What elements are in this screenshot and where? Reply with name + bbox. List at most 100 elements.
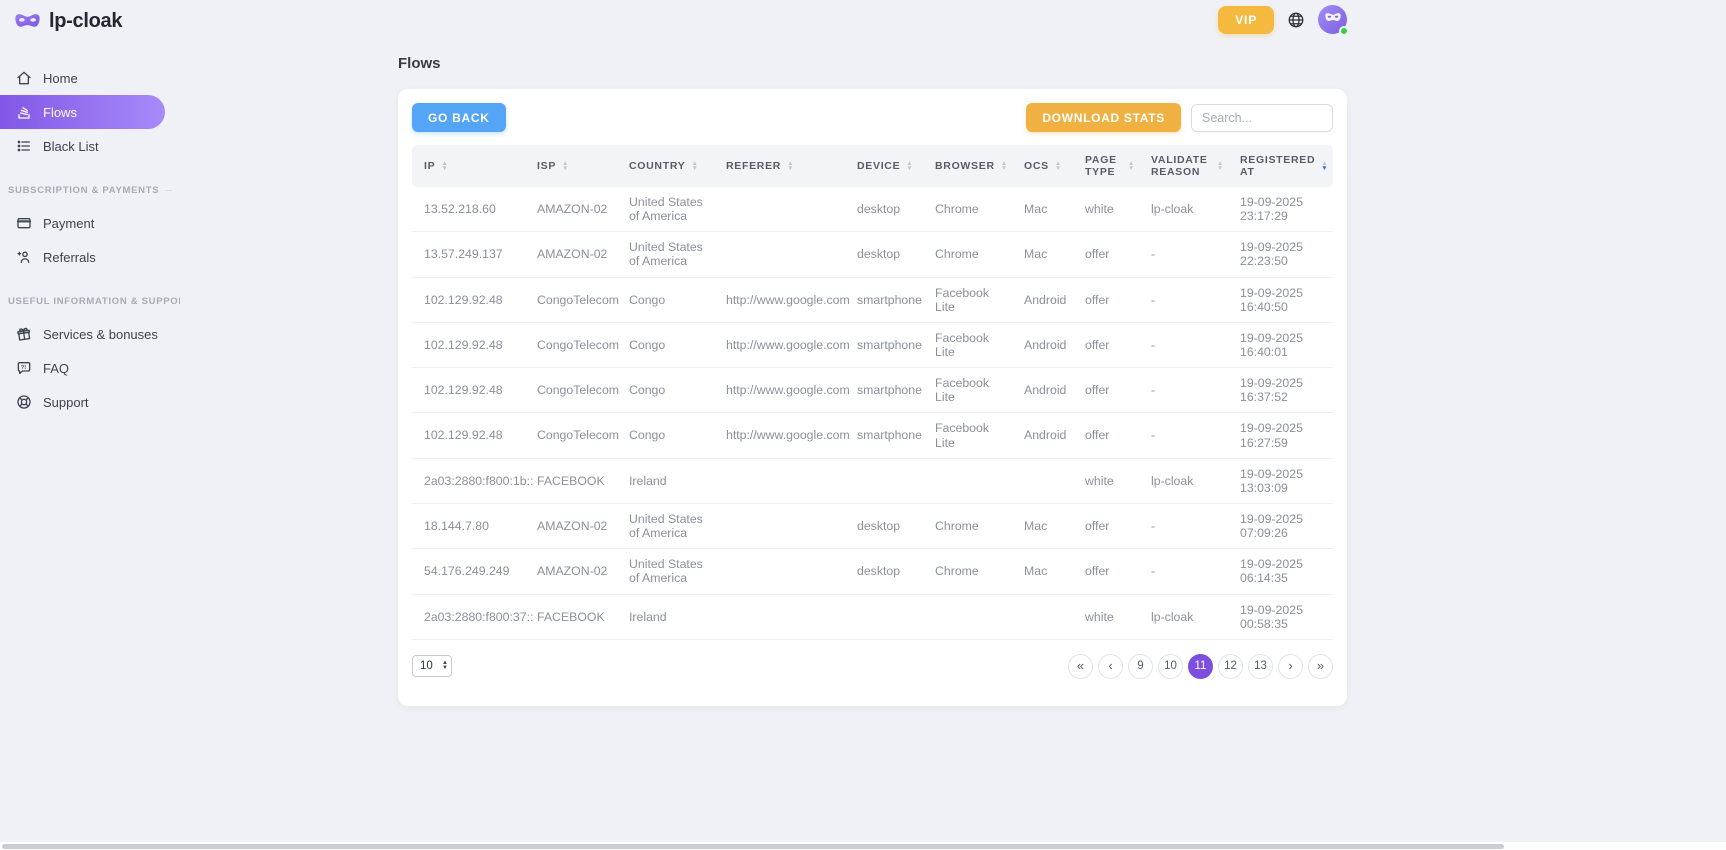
cell-referer (718, 458, 849, 504)
gift-icon (15, 326, 32, 343)
sidebar-item-label: Services & bonuses (43, 326, 158, 342)
pagination-page-9[interactable]: 9 (1128, 653, 1153, 679)
sidebar-item-flows[interactable]: Flows (0, 95, 165, 129)
pagination-next-button[interactable]: › (1278, 653, 1303, 679)
sidebar-item-services-bonuses[interactable]: Services & bonuses (0, 317, 180, 351)
cell-country: Congo (621, 412, 718, 459)
svg-text:?!: ?! (20, 365, 25, 371)
sidebar-item-label: Flows (43, 104, 77, 120)
sidebar-section-label: SUBSCRIPTION & PAYMENTS (8, 185, 180, 196)
table-footer: 10 ▲ ▼ «‹ 9 10 11 12 13 ›» (412, 653, 1333, 679)
cell-country: United States of America (621, 503, 718, 550)
sidebar-item-support[interactable]: Support (0, 385, 180, 419)
column-header-ip[interactable]: IP ▲ ▼ (412, 145, 529, 187)
cell-referer (718, 594, 849, 640)
cell-page_type: offer (1077, 367, 1143, 414)
flows-card: GO BACK DOWNLOAD STATS IP ▲▼ ISP ▲▼ COUNTRY ▲… (398, 89, 1347, 706)
cell-isp: CongoTelecom (529, 277, 621, 323)
cell-referer: http://www.google.com/ (718, 367, 849, 414)
cell-referer (718, 548, 849, 595)
column-header-referer[interactable]: REFERER ▲ ▼ (718, 145, 849, 187)
cell-referer: http://www.google.com/ (718, 412, 849, 459)
pagination-prev-button[interactable]: ‹ (1098, 653, 1123, 679)
cell-isp: AMAZON-02 (529, 231, 621, 278)
sort-arrows-icon: ▲ ▼ (691, 160, 699, 172)
cell-browser: Facebook Lite (927, 322, 1016, 369)
language-globe-icon[interactable] (1287, 11, 1305, 29)
cell-ip: 102.129.92.48 (412, 367, 529, 414)
cell-registered_at: 19-09-2025 16:37:52 (1232, 367, 1333, 414)
pagination-last-button[interactable]: » (1308, 653, 1333, 679)
cell-ip: 2a03:2880:f800:37:: (412, 594, 533, 640)
cell-ocs: Mac (1016, 231, 1077, 278)
table-row: 13.57.249.137 AMAZON-02 United States of A… (412, 231, 1333, 278)
table-row: 2a03:2880:f800:1b:: FACEBOOK Ireland white l… (412, 458, 1333, 504)
cell-page_type: offer (1077, 277, 1143, 323)
cell-registered_at: 19-09-2025 07:09:26 (1232, 503, 1333, 550)
faq-icon: ?! (15, 360, 32, 377)
cell-country: United States of America (621, 548, 718, 595)
table-row: 102.129.92.48 CongoTelecom Congo http://www… (412, 322, 1333, 369)
pagination-page-10[interactable]: 10 (1158, 653, 1183, 679)
cell-validate_reason: - (1143, 412, 1232, 459)
user-avatar[interactable] (1318, 5, 1349, 36)
sort-arrows-icon: ▲ ▼ (906, 160, 914, 172)
column-label: DEVICE (857, 160, 901, 172)
lifebuoy-icon (15, 394, 32, 411)
table-row: 102.129.92.48 CongoTelecom Congo http://www… (412, 277, 1333, 323)
page-size-select[interactable]: 10 (412, 655, 452, 678)
column-header-validate_reason[interactable]: VALIDATE REASON ▲ ▼ (1143, 145, 1232, 187)
sidebar-item-label: Home (43, 70, 78, 86)
sidebar-nav: Home Flows Black List SUBSCRIPTION & PAYMEN… (0, 61, 180, 419)
sidebar-item-label: Support (43, 394, 89, 410)
search-input[interactable] (1191, 103, 1333, 132)
cell-validate_reason: lp-cloak (1143, 458, 1232, 504)
column-header-country[interactable]: COUNTRY ▲ ▼ (621, 145, 718, 187)
logo[interactable]: lp-cloak (0, 10, 180, 33)
cell-device: desktop (849, 503, 927, 550)
pagination-page-13[interactable]: 13 (1248, 653, 1273, 679)
cell-page_type: offer (1077, 548, 1143, 595)
cell-page_type: white (1077, 187, 1143, 233)
pagination-page-11[interactable]: 11 (1188, 653, 1213, 679)
column-header-ocs[interactable]: OCS ▲ ▼ (1016, 145, 1077, 187)
column-header-device[interactable]: DEVICE ▲ ▼ (849, 145, 927, 187)
cell-ip: 102.129.92.48 (412, 322, 529, 369)
column-header-isp[interactable]: ISP ▲ ▼ (529, 145, 621, 187)
sidebar-item-home[interactable]: Home (0, 61, 180, 95)
sidebar-item-referrals[interactable]: Referrals (0, 240, 180, 274)
go-back-button[interactable]: GO BACK (412, 103, 506, 132)
horizontal-scrollbar-thumb[interactable] (2, 844, 1504, 849)
column-header-browser[interactable]: BROWSER ▲ ▼ (927, 145, 1016, 187)
pagination: «‹ 9 10 11 12 13 ›» (1068, 653, 1333, 679)
cell-page_type: white (1077, 458, 1143, 504)
sort-arrows-icon: ▲ ▼ (1054, 160, 1062, 172)
sidebar-item-black-list[interactable]: Black List (0, 129, 180, 163)
black-list-icon (15, 138, 32, 155)
cell-isp: CongoTelecom (529, 412, 621, 459)
column-header-page_type[interactable]: PAGE TYPE ▲ ▼ (1077, 145, 1143, 187)
logo-mask-icon (14, 13, 41, 31)
download-stats-button[interactable]: DOWNLOAD STATS (1026, 103, 1181, 132)
page-title: Flows (398, 55, 441, 72)
pagination-page-12[interactable]: 12 (1218, 653, 1243, 679)
cell-device (849, 594, 927, 640)
cell-validate_reason: - (1143, 503, 1232, 550)
sidebar-item-label: Payment (43, 215, 95, 231)
sidebar-item-faq[interactable]: ?! FAQ (0, 351, 180, 385)
cell-device: desktop (849, 187, 927, 233)
cell-validate_reason: - (1143, 322, 1232, 369)
column-header-registered_at[interactable]: REGISTERED AT ▲ ▼ (1232, 145, 1333, 187)
cell-ocs: Android (1016, 277, 1077, 323)
sidebar-item-payment[interactable]: Payment (0, 206, 180, 240)
cell-device (849, 458, 927, 504)
pagination-first-button[interactable]: « (1068, 653, 1093, 679)
column-label: BROWSER (935, 160, 995, 172)
cell-registered_at: 19-09-2025 22:23:50 (1232, 231, 1333, 278)
main-content: Flows GO BACK DOWNLOAD STATS IP▲▼ISP▲▼CO… (398, 0, 1347, 706)
cell-validate_reason: - (1143, 277, 1232, 323)
vip-button[interactable]: VIP (1218, 5, 1274, 34)
sidebar-item-label: Black List (43, 138, 99, 154)
cell-registered_at: 19-09-2025 16:40:50 (1232, 277, 1333, 323)
cell-device: smartphone (849, 322, 927, 369)
